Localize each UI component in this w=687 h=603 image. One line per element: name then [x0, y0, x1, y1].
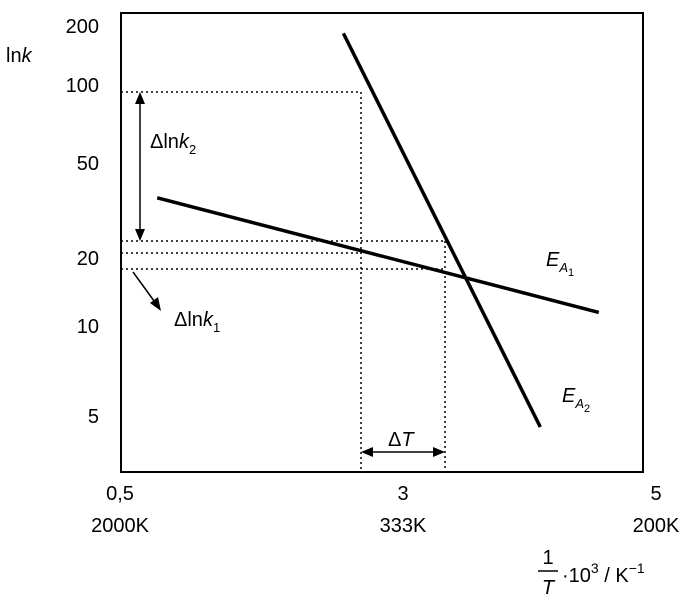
y-tick-label-10: 10: [77, 316, 99, 338]
y-tick-label-20: 20: [77, 248, 99, 270]
x-tick-temp-200k: 200K: [633, 515, 680, 537]
x-tick-label-5: 5: [650, 483, 661, 505]
series-label-ea2: EA2: [562, 385, 590, 415]
series-label-ea1: EA1: [546, 249, 574, 279]
x-tick-labels: 0,5 2000K 3 333K 5 200K: [91, 483, 680, 537]
series-line-ea2: [341, 32, 542, 428]
y-axis-label: lnk: [6, 45, 33, 67]
y-tick-label-100: 100: [66, 75, 99, 97]
delta-lnk1-label: Δlnk1: [174, 309, 220, 335]
guide-lines: [121, 91, 446, 472]
y-tick-label-200: 200: [66, 16, 99, 38]
x-tick-temp-2000k: 2000K: [91, 515, 149, 537]
delta-t-label: ΔT: [388, 429, 415, 451]
delta-lnk2-arrow: [135, 92, 145, 241]
x-tick-label-3: 3: [397, 483, 408, 505]
series-line-ea1: [156, 196, 600, 315]
x-label-rest: ·103 / K−1: [562, 560, 645, 587]
y-tick-label-5: 5: [88, 406, 99, 428]
plot-frame: [120, 12, 644, 473]
x-axis-label: 1 T ·103 / K−1: [538, 547, 645, 599]
delta-lnk1-arrow: [132, 271, 161, 311]
x-label-frac-den: T: [542, 577, 556, 599]
x-label-frac-num: 1: [542, 547, 553, 569]
y-tick-label-50: 50: [77, 153, 99, 175]
delta-lnk2-label: Δlnk2: [150, 131, 196, 157]
delta-t-arrow: [361, 447, 445, 457]
x-tick-label-0-5: 0,5: [106, 483, 134, 505]
y-tick-labels: 200 100 50 20 10 5: [66, 16, 99, 428]
x-tick-temp-333k: 333K: [380, 515, 427, 537]
